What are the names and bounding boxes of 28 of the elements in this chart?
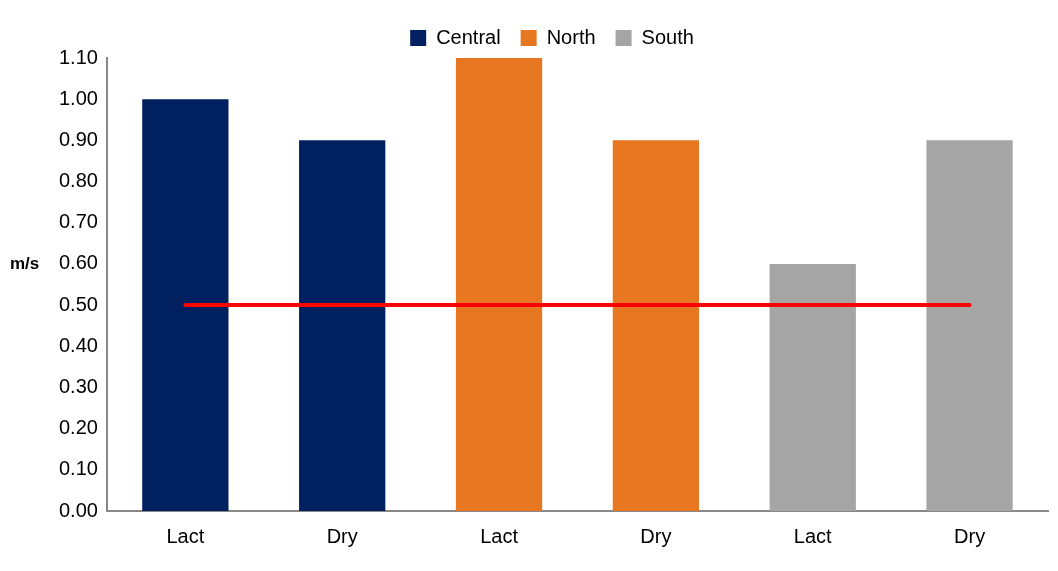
- y-tick-label: 0.40: [58, 333, 98, 356]
- bar: [299, 140, 386, 511]
- y-axis-title: m/s: [10, 253, 40, 273]
- y-tick-label: 0.10: [58, 457, 98, 480]
- x-tick-label: Lact: [480, 524, 519, 547]
- y-tick-label: 0.80: [58, 169, 98, 192]
- x-tick-label: Lact: [166, 524, 205, 547]
- legend-label: North: [546, 25, 596, 48]
- y-tick-label: 1.00: [58, 86, 98, 109]
- y-tick-label: 0.20: [58, 416, 98, 439]
- legend-label: South: [641, 25, 694, 48]
- y-tick-label: 0.90: [58, 127, 98, 150]
- x-tick-label: Dry: [954, 524, 986, 547]
- bar: [455, 58, 543, 511]
- bar: [926, 140, 1013, 511]
- x-tick-label: Dry: [640, 524, 672, 547]
- x-tick-label: Dry: [326, 524, 358, 547]
- bar: [612, 140, 700, 511]
- bar: [769, 263, 856, 511]
- x-tick-label: Lact: [793, 524, 833, 547]
- y-tick-label: 1.10: [58, 45, 98, 68]
- y-tick-label: 0.00: [58, 498, 98, 521]
- y-tick-label: 0.30: [58, 374, 98, 397]
- legend-label: Central: [436, 25, 501, 48]
- y-tick-label: 0.60: [58, 251, 98, 274]
- y-tick-label: 0.50: [58, 292, 98, 315]
- y-tick-label: 0.70: [58, 210, 98, 233]
- bar: [142, 99, 229, 511]
